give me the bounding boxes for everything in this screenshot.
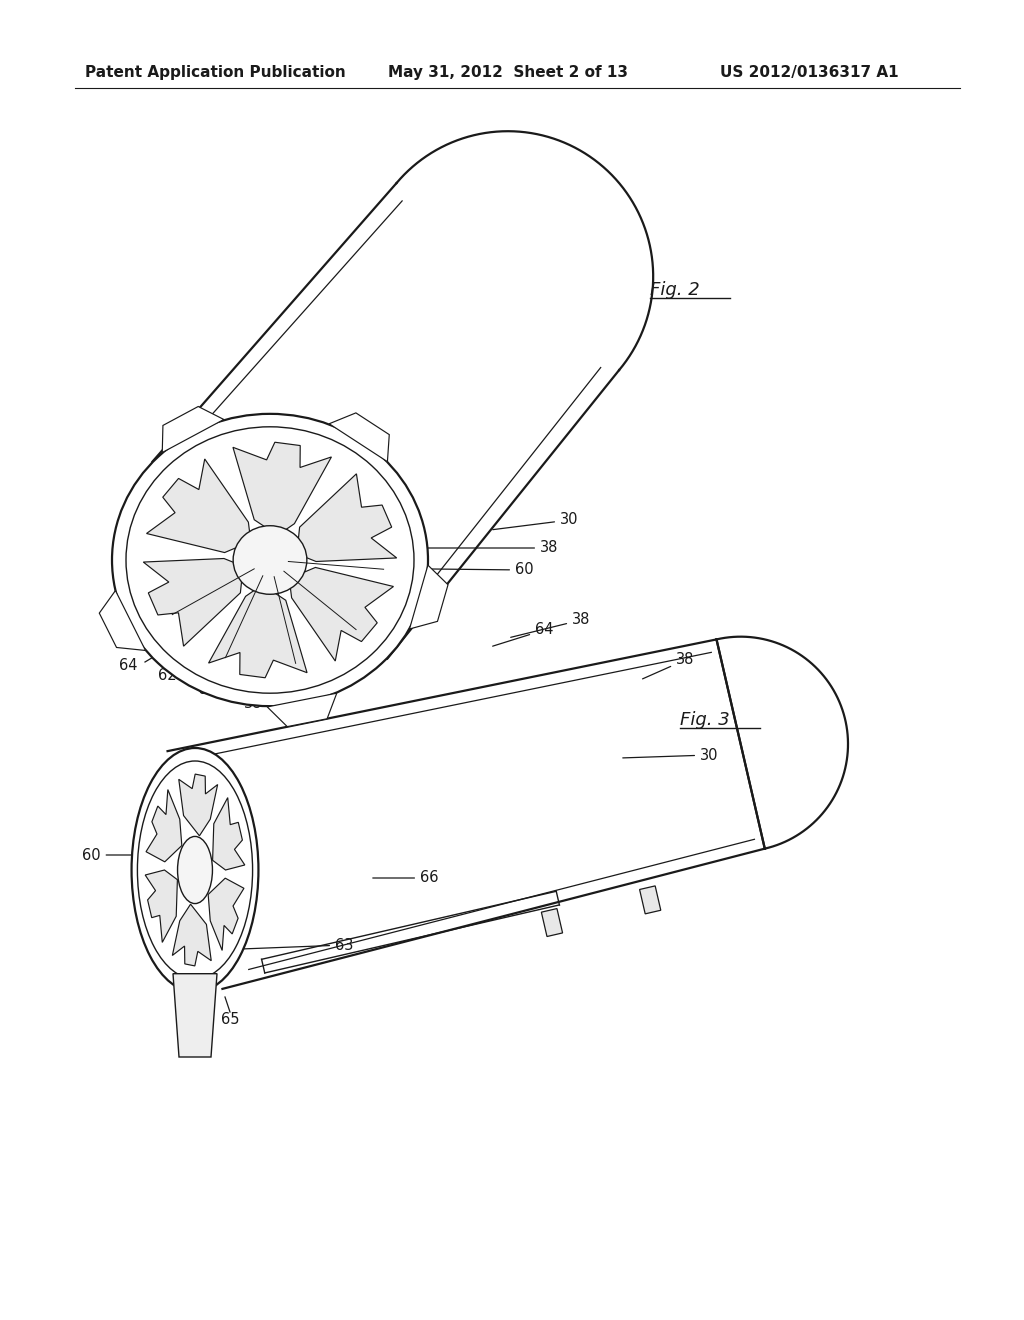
Text: 60: 60 (343, 562, 534, 578)
Polygon shape (289, 568, 393, 661)
Text: 64: 64 (119, 657, 137, 672)
Polygon shape (173, 974, 217, 1057)
Polygon shape (267, 693, 337, 726)
Text: Patent Application Publication: Patent Application Publication (85, 65, 346, 79)
Polygon shape (640, 886, 660, 913)
Polygon shape (146, 789, 182, 862)
Polygon shape (179, 774, 218, 836)
Ellipse shape (131, 748, 258, 993)
Text: 30: 30 (623, 747, 719, 763)
Polygon shape (297, 474, 396, 561)
Polygon shape (208, 878, 244, 950)
Polygon shape (213, 797, 245, 870)
Text: 38: 38 (402, 540, 558, 556)
Polygon shape (172, 904, 211, 966)
Text: 60: 60 (198, 682, 216, 697)
Ellipse shape (233, 525, 307, 594)
Text: 64: 64 (493, 623, 554, 647)
Text: Fig. 2: Fig. 2 (650, 281, 699, 300)
Text: US 2012/0136317 A1: US 2012/0136317 A1 (720, 65, 899, 79)
Polygon shape (329, 413, 389, 462)
Text: 30: 30 (493, 512, 579, 529)
Polygon shape (162, 407, 224, 453)
Polygon shape (232, 442, 332, 536)
Polygon shape (145, 870, 177, 942)
Polygon shape (99, 590, 145, 651)
Polygon shape (209, 585, 307, 677)
Ellipse shape (177, 837, 212, 904)
Text: 60: 60 (82, 847, 153, 862)
Text: 38: 38 (244, 696, 262, 710)
Text: 62: 62 (158, 668, 176, 684)
Text: 66: 66 (373, 870, 438, 886)
Text: May 31, 2012  Sheet 2 of 13: May 31, 2012 Sheet 2 of 13 (388, 65, 628, 79)
Ellipse shape (137, 762, 253, 979)
Ellipse shape (112, 414, 428, 706)
Polygon shape (146, 459, 251, 553)
Polygon shape (143, 558, 243, 647)
Text: Fig. 3: Fig. 3 (680, 711, 730, 729)
Polygon shape (542, 908, 562, 936)
Text: 65: 65 (221, 1012, 240, 1027)
Polygon shape (410, 565, 449, 630)
Ellipse shape (126, 426, 414, 693)
Text: 63: 63 (218, 937, 353, 953)
Text: 38: 38 (642, 652, 694, 678)
Text: 38: 38 (511, 612, 591, 638)
